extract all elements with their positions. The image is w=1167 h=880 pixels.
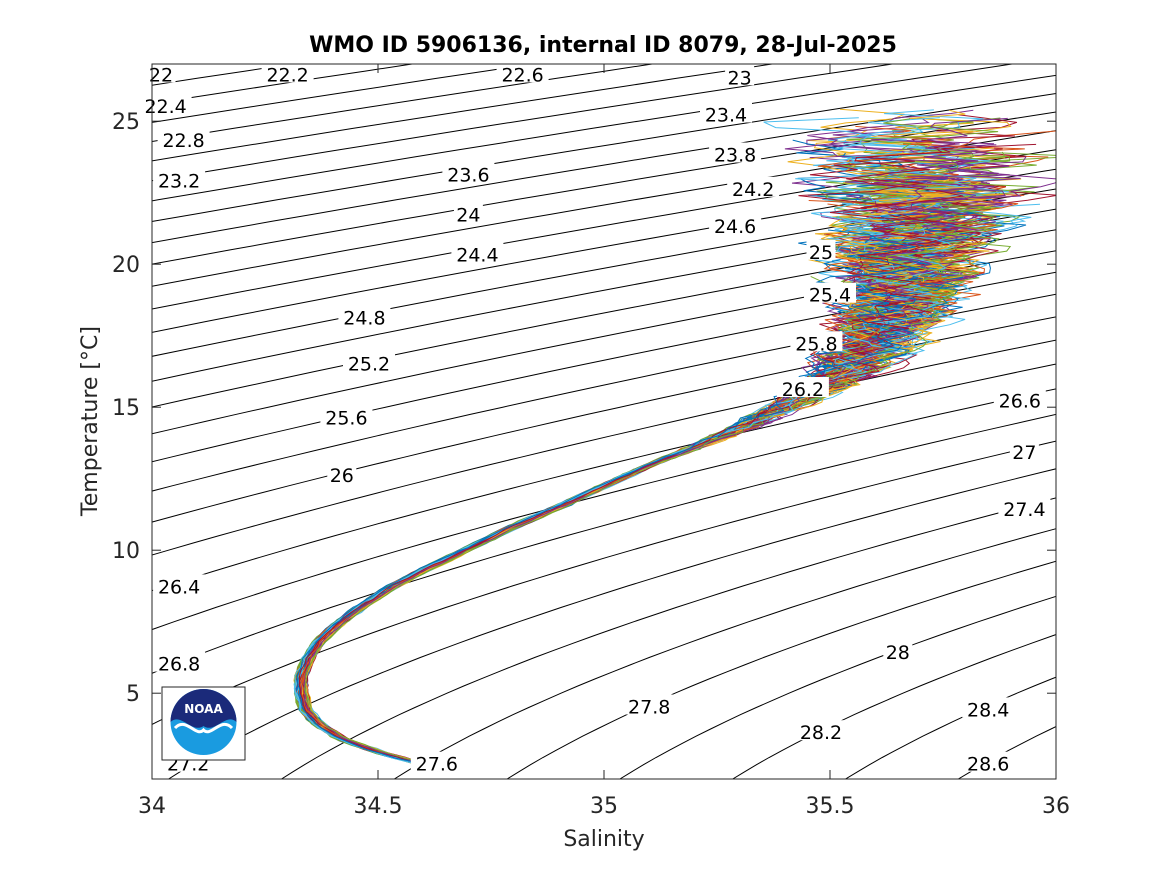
contour-label: 25.2	[348, 353, 390, 375]
contour-label: 25.4	[809, 285, 851, 307]
contour-label: 22.6	[501, 64, 543, 86]
y-tick-label: 15	[112, 396, 140, 421]
y-tick-label: 5	[126, 682, 140, 707]
contour-label: 27	[1012, 442, 1036, 464]
contour-label: 26.8	[158, 654, 200, 676]
noaa-logo: NOAA	[162, 687, 245, 760]
contour-label: 24.6	[714, 216, 756, 238]
contour-label: 22.8	[162, 130, 204, 152]
contour-label: 27.8	[628, 697, 670, 719]
contour-label: 22.2	[266, 64, 308, 86]
y-tick-label: 10	[112, 539, 140, 564]
x-tick-label: 34.5	[354, 794, 403, 819]
chart-title: WMO ID 5906136, internal ID 8079, 28-Jul…	[309, 33, 897, 58]
contour-label: 25.8	[795, 333, 837, 355]
x-tick-label: 34	[138, 794, 166, 819]
contour-label: 25.6	[325, 408, 367, 430]
y-axis-label: Temperature [°C]	[78, 326, 103, 517]
contour-label: 27.4	[1003, 499, 1045, 521]
contour-label: 28	[886, 642, 910, 664]
contour-label: 27.6	[416, 754, 458, 776]
contour-label: 25	[809, 242, 833, 264]
contour-label: 28.6	[967, 754, 1009, 776]
contour-label: 23	[728, 67, 752, 89]
contour-label: 24.4	[456, 245, 498, 267]
contour-label: 26.4	[158, 576, 200, 598]
contour-label: 24.8	[343, 308, 385, 330]
contour-label: 24.2	[732, 179, 774, 201]
svg-text:NOAA: NOAA	[184, 702, 223, 716]
x-tick-label: 35.5	[806, 794, 855, 819]
x-tick-label: 36	[1042, 794, 1070, 819]
contour-label: 26.6	[999, 391, 1041, 413]
contour-label: 26	[330, 465, 354, 487]
contour-label: 23.2	[158, 170, 200, 192]
contour-label: 23.8	[714, 145, 756, 167]
contour-label: 22	[149, 64, 173, 86]
contour-label: 22.4	[144, 96, 186, 118]
contour-label: 23.4	[705, 105, 747, 127]
x-tick-label: 35	[590, 794, 618, 819]
y-tick-label: 20	[112, 253, 140, 278]
contour-label: 28.4	[967, 699, 1009, 721]
x-axis-label: Salinity	[563, 827, 644, 852]
contour-label: 26.2	[782, 379, 824, 401]
y-tick-label: 25	[112, 110, 140, 135]
contour-label: 24	[456, 205, 480, 227]
contour-label: 23.6	[447, 165, 489, 187]
contour-label: 28.2	[800, 722, 842, 744]
